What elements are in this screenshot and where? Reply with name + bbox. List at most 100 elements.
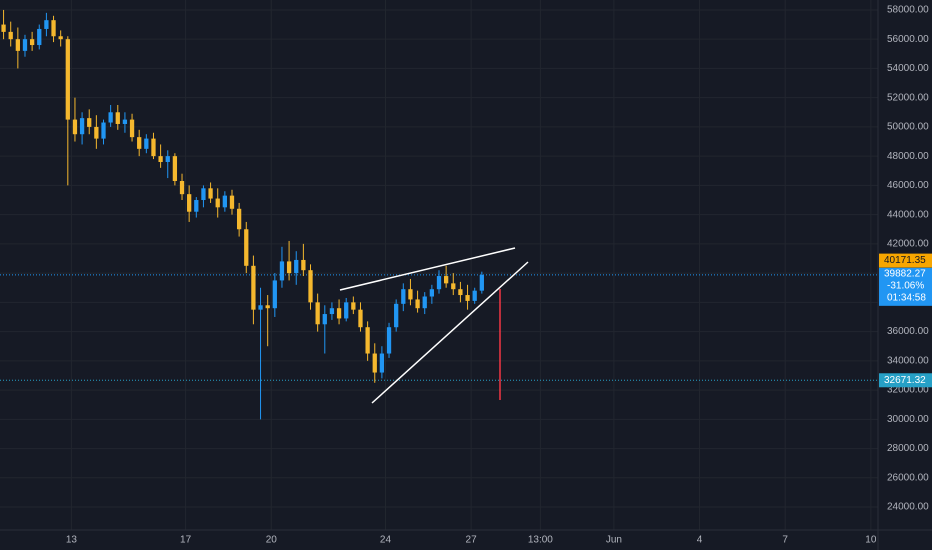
candle-body — [1, 24, 6, 32]
candle-body — [408, 289, 413, 300]
y-tick-label: 26000.00 — [887, 472, 929, 483]
candle-body — [201, 188, 206, 201]
x-tick-label: 10 — [865, 535, 877, 546]
y-tick-label: 58000.00 — [887, 5, 929, 16]
x-tick-label: 24 — [380, 535, 392, 546]
candle-body — [8, 31, 13, 40]
candle-body — [144, 138, 149, 149]
y-tick-label: 24000.00 — [887, 502, 929, 513]
y-tick-label: 42000.00 — [887, 239, 929, 250]
low-marker-label: 32671.32 — [884, 375, 926, 386]
candle-body — [329, 308, 335, 315]
candle-body — [422, 296, 427, 309]
candle-body — [165, 156, 170, 162]
candle-body — [415, 299, 420, 309]
candle-body — [172, 156, 178, 182]
candle-body — [251, 265, 256, 310]
y-tick-label: 30000.00 — [887, 414, 929, 425]
candle-body — [215, 198, 220, 208]
candle-body — [472, 290, 477, 301]
candle-body — [244, 229, 249, 266]
y-tick-label: 54000.00 — [887, 63, 929, 74]
candle-body — [194, 200, 199, 212]
y-tick-label: 28000.00 — [887, 443, 929, 454]
candle-body — [279, 261, 285, 281]
candle-body — [65, 39, 70, 120]
axis-labels: 24000.00 26000.00 28000.00 30000.00 32000.00… — [66, 5, 932, 546]
candle-body — [443, 276, 449, 284]
x-tick-label: 7 — [782, 535, 788, 546]
candle-body — [344, 302, 349, 319]
candle-body — [22, 39, 28, 51]
candle-body — [208, 188, 213, 199]
low-marker-box — [879, 373, 932, 388]
x-tick-label: Jun — [606, 535, 622, 546]
y-tick-label: 46000.00 — [887, 180, 929, 191]
candle-body — [458, 289, 463, 296]
candle-body — [394, 303, 399, 328]
candle-body — [44, 20, 49, 29]
candle-body — [451, 283, 456, 290]
candle-body — [236, 208, 242, 230]
price-marker-box — [879, 253, 932, 268]
change-label: -31.06% — [887, 280, 924, 291]
candle-body — [265, 305, 270, 309]
candle-body — [301, 259, 306, 271]
candle-body — [72, 119, 78, 135]
candle-body — [187, 194, 192, 212]
y-tick-label: 48000.00 — [887, 151, 929, 162]
countdown-label: 01:34:58 — [887, 292, 926, 303]
candle-body — [94, 126, 99, 139]
candle-body — [179, 181, 185, 195]
candle-body — [465, 295, 470, 301]
candle-body — [365, 327, 370, 354]
x-tick-label: 27 — [466, 535, 478, 546]
candle-body — [336, 308, 342, 319]
candle-body — [87, 118, 92, 127]
candle-body — [315, 302, 320, 325]
candle-body — [322, 314, 327, 325]
candle-body — [308, 270, 313, 303]
candle-body — [29, 39, 35, 46]
candle-body — [79, 118, 85, 135]
candle-body — [429, 289, 435, 297]
x-tick-label: 13:00 — [528, 535, 553, 546]
wedge-lower-line — [371, 261, 529, 404]
x-tick-label: 17 — [180, 535, 192, 546]
candle-body — [15, 39, 20, 51]
y-tick-label: 56000.00 — [887, 34, 929, 45]
candle-body — [151, 138, 156, 157]
candle-body — [479, 274, 484, 291]
candle-body — [158, 156, 163, 162]
candle-body — [51, 20, 56, 37]
candle-body — [101, 122, 106, 139]
y-tick-label: 36000.00 — [887, 326, 929, 337]
candle-body — [58, 36, 63, 40]
candle-body — [436, 276, 442, 290]
candle-body — [122, 119, 128, 124]
candle-body — [294, 259, 299, 274]
candle-body — [379, 353, 385, 373]
candle-body — [351, 302, 356, 310]
x-tick-label: 20 — [266, 535, 278, 546]
candle-body — [137, 137, 142, 149]
x-tick-label: 13 — [66, 535, 78, 546]
y-tick-label: 52000.00 — [887, 92, 929, 103]
y-tick-label: 32000.00 — [887, 385, 929, 396]
candle-body — [108, 112, 113, 123]
candle-body — [115, 112, 120, 124]
candle-body — [37, 28, 42, 46]
price-marker-label: 40171.35 — [884, 255, 926, 266]
wedge-upper-line — [339, 247, 516, 291]
candle-body — [272, 280, 277, 309]
last-price-box — [879, 267, 932, 306]
candle-body — [401, 289, 406, 304]
candle-body — [258, 305, 263, 310]
y-tick-label: 50000.00 — [887, 122, 929, 133]
candle-body — [358, 309, 363, 328]
candle-body — [129, 119, 135, 138]
y-tick-label: 34000.00 — [887, 355, 929, 366]
candles — [1, 9, 484, 420]
candle-body — [222, 195, 227, 208]
